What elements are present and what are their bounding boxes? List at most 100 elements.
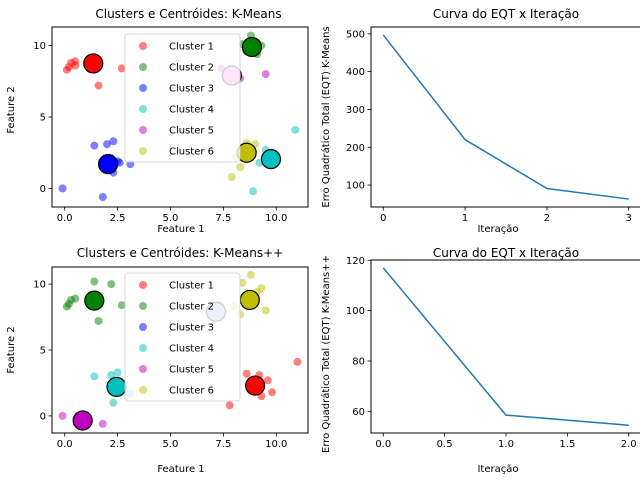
legend-label: Cluster 6 <box>169 147 214 158</box>
y-axis-label: Feature 2 <box>6 86 17 133</box>
y-axis-label: Erro Quadrático Total (EQT) K-Means <box>320 26 332 207</box>
data-point <box>109 398 118 407</box>
x-tick-label: 0.5 <box>437 439 453 450</box>
data-point <box>246 270 255 279</box>
centroid-marker <box>84 290 105 311</box>
y-tick-label: 400 <box>346 67 365 78</box>
x-tick-label: 7.5 <box>215 213 231 224</box>
legend-marker <box>139 63 147 71</box>
data-point <box>71 57 80 66</box>
x-axis-label: Iteração <box>477 464 518 475</box>
panel-kmeanspp-eqt: Curva do EQT x Iteração Iteração Erro Qu… <box>320 246 640 475</box>
centroid-marker <box>106 376 127 397</box>
y-tick-label: 5 <box>40 113 46 124</box>
legend-marker <box>139 42 147 50</box>
legend-label: Cluster 3 <box>169 84 214 95</box>
centroid-marker <box>97 154 119 175</box>
x-tick-label: 1.0 <box>498 439 514 450</box>
x-axis-label: Feature 1 <box>157 224 204 235</box>
x-axis: 0.0 2.5 5.0 7.5 10.0 <box>57 433 287 450</box>
data-point <box>58 411 67 420</box>
data-point <box>242 369 251 378</box>
series-line <box>382 34 629 200</box>
y-axis: 100 200 300 400 500 <box>346 29 371 192</box>
data-point <box>107 371 116 380</box>
data-point <box>90 141 99 150</box>
data-point <box>94 317 103 326</box>
legend-label: Cluster 4 <box>169 105 214 116</box>
data-point <box>117 64 126 73</box>
legend-marker <box>139 323 147 331</box>
chart-title: Curva do EQT x Iteração <box>433 246 579 260</box>
x-tick-label: 1.5 <box>559 439 575 450</box>
legend-label: Cluster 3 <box>169 323 214 334</box>
data-point <box>94 81 103 90</box>
y-axis: 0 5 10 <box>33 41 52 195</box>
legend-marker <box>139 302 147 310</box>
data-point <box>293 357 302 366</box>
x-tick-label: 0 <box>380 213 386 224</box>
y-axis: 60 80 100 120 <box>346 256 371 418</box>
plot-frame <box>51 266 309 434</box>
x-axis-label: Feature 1 <box>157 464 204 475</box>
data-point <box>291 125 300 134</box>
data-point <box>268 388 277 397</box>
legend-marker <box>139 365 147 373</box>
legend-frame <box>124 33 241 163</box>
eqt-line <box>382 34 629 200</box>
legend-label: Cluster 2 <box>169 63 214 74</box>
data-point <box>257 284 266 293</box>
data-point <box>90 372 99 381</box>
y-tick-label: 100 <box>346 306 365 317</box>
x-axis: 0.0 0.5 1.0 1.5 2.0 <box>375 433 637 450</box>
data-point <box>263 376 272 385</box>
data-point <box>109 137 118 146</box>
legend-frame <box>124 272 241 402</box>
data-point <box>62 302 71 311</box>
y-tick-label: 5 <box>40 346 46 357</box>
x-tick-label: 0.0 <box>375 439 391 450</box>
data-point <box>107 280 116 289</box>
x-tick-label: 0.0 <box>57 213 73 224</box>
x-tick-label: 10.0 <box>265 213 287 224</box>
x-tick-label: 2.5 <box>110 213 126 224</box>
eqt-line <box>382 267 629 426</box>
legend: Cluster 1 Cluster 2 Cluster 3 Cluster 4 Clus… <box>124 33 241 163</box>
legend: Cluster 1 Cluster 2 Cluster 3 Cluster 4 Clus… <box>124 272 241 402</box>
data-point <box>103 140 112 149</box>
legend-marker <box>139 386 147 394</box>
panel-kmeans-eqt: Curva do EQT x Iteração Iteração Erro Qu… <box>320 7 640 235</box>
legend-marker <box>139 105 147 113</box>
legend-marker <box>139 147 147 155</box>
legend-label: Cluster 4 <box>169 344 214 355</box>
centroid-marker <box>72 410 93 431</box>
chart-title: Clusters e Centróides: K-Means <box>95 7 281 21</box>
centroid-marker <box>241 36 263 58</box>
data-point <box>113 368 122 377</box>
x-tick-label: 2.0 <box>621 439 637 450</box>
x-tick-label: 2.5 <box>110 439 126 450</box>
legend-marker <box>139 281 147 289</box>
legend-label: Cluster 2 <box>169 302 214 313</box>
x-tick-label: 5.0 <box>163 213 179 224</box>
x-tick-label: 10.0 <box>265 439 287 450</box>
panel-kmeanspp-scatter: Clusters e Centróides: K-Means++ Feature… <box>6 246 309 475</box>
y-tick-label: 80 <box>352 356 365 367</box>
y-tick-label: 200 <box>346 143 365 154</box>
data-point <box>98 193 107 201</box>
data-point <box>238 278 247 287</box>
x-tick-label: 2 <box>544 213 550 224</box>
x-tick-label: 3 <box>626 213 632 224</box>
legend-label: Cluster 5 <box>169 365 214 376</box>
x-tick-label: 1 <box>462 213 468 224</box>
legend-marker <box>139 344 147 352</box>
y-tick-label: 500 <box>346 29 365 40</box>
data-point <box>248 187 257 196</box>
legend-label: Cluster 1 <box>169 281 214 292</box>
data-point <box>236 163 245 171</box>
centroid-marker <box>260 149 282 170</box>
data-point <box>58 184 67 193</box>
y-axis: 0 5 10 <box>33 280 52 422</box>
series-line <box>382 267 629 426</box>
